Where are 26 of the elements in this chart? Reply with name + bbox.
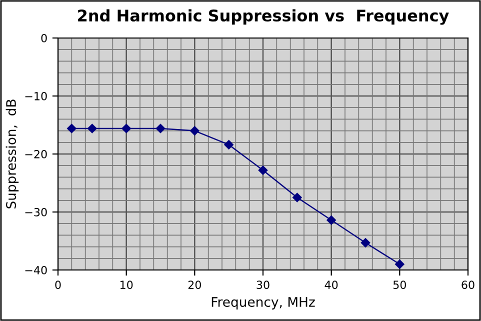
x-tick-label: 20 (188, 280, 201, 290)
point (360, 238, 370, 248)
x-axis-title: Frequency, MHz (212, 297, 315, 310)
y-tick-label: −40 (25, 266, 47, 274)
y-tick-label: −10 (25, 92, 47, 100)
point (156, 124, 166, 134)
chart-title: 2nd Harmonic Suppression vs Frequency (78, 9, 449, 25)
point (395, 260, 404, 269)
x-tick-label: 10 (120, 280, 133, 290)
point (67, 124, 76, 134)
x-tick-label: 0 (55, 280, 61, 290)
point (190, 126, 200, 136)
x-tick-label: 40 (324, 280, 338, 290)
point (224, 140, 234, 150)
point (326, 215, 336, 225)
y-axis-title: Suppression, dB (6, 100, 19, 208)
point (258, 166, 268, 175)
x-tick-label: 60 (462, 280, 474, 290)
y-tick-label: 0 (41, 34, 47, 42)
x-tick-label: 30 (256, 280, 270, 290)
point (122, 124, 131, 134)
y-tick-label: −30 (25, 208, 47, 216)
y-tick-label: −20 (25, 150, 47, 158)
point (88, 124, 97, 134)
x-tick-label: 50 (393, 280, 406, 290)
point (292, 192, 302, 202)
